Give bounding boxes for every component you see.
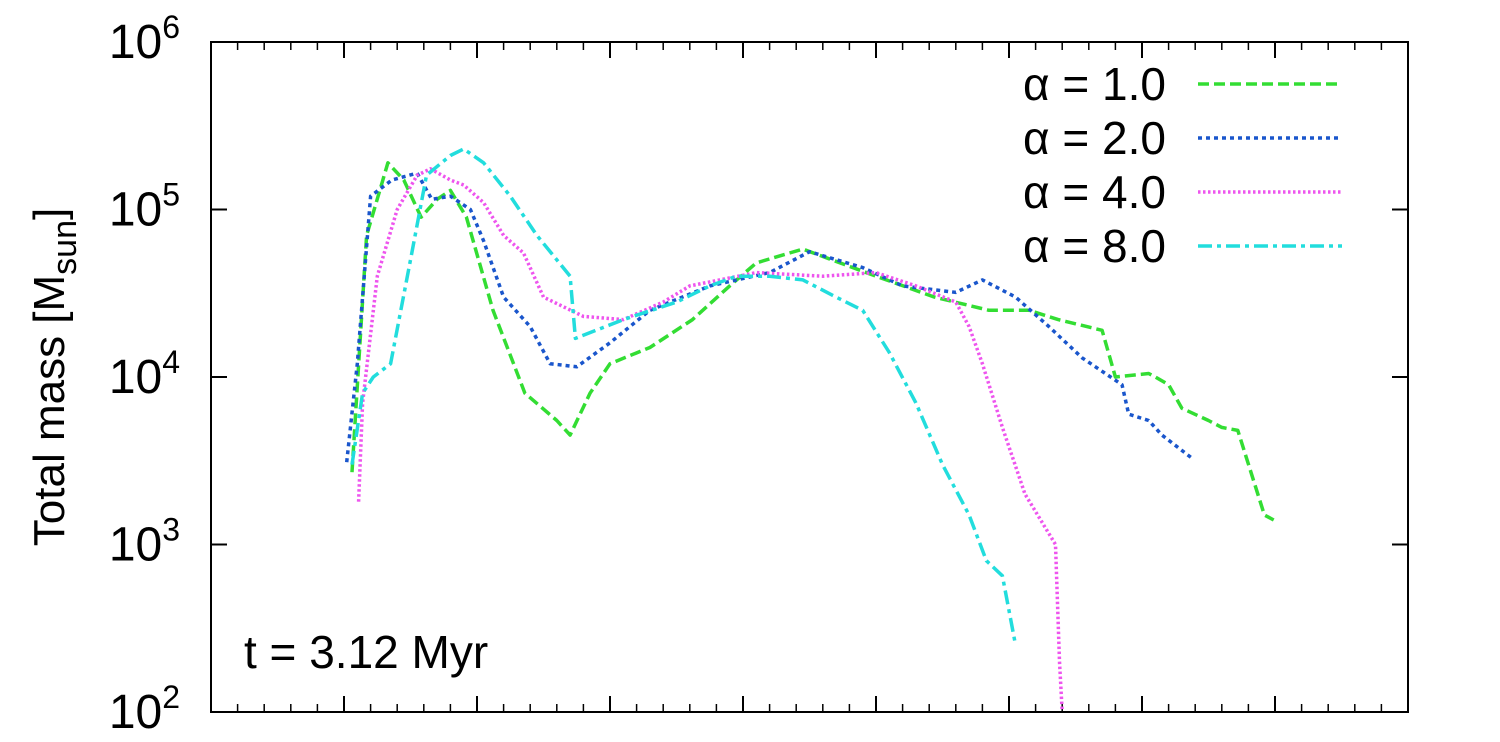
time-annotation: t = 3.12 Myr	[244, 626, 488, 678]
series-line-4	[350, 147, 1018, 646]
series-lines	[344, 147, 1275, 713]
y-tick-label: 103	[109, 512, 180, 572]
y-tick-labels: 102 103 104 105 106	[109, 9, 180, 739]
y-tick-label: 106	[109, 9, 180, 69]
y-tick-label: 102	[109, 679, 180, 739]
axis-ticks	[210, 41, 1409, 713]
legend: α = 1.0α = 2.0α = 4.0α = 8.0	[1023, 58, 1342, 272]
y-tick-label: 104	[109, 344, 180, 404]
legend-label-3: α = 4.0	[1023, 166, 1166, 218]
series-line-3	[356, 167, 1064, 713]
legend-label-4: α = 8.0	[1023, 220, 1166, 272]
plot-area-frame	[210, 41, 1409, 713]
legend-label-1: α = 1.0	[1023, 58, 1166, 110]
y-axis-title: Total mass [Msun]	[25, 208, 84, 546]
y-tick-label: 105	[109, 177, 180, 237]
series-line-1	[350, 161, 1275, 522]
legend-label-2: α = 2.0	[1023, 112, 1166, 164]
series-line-2	[344, 171, 1193, 463]
